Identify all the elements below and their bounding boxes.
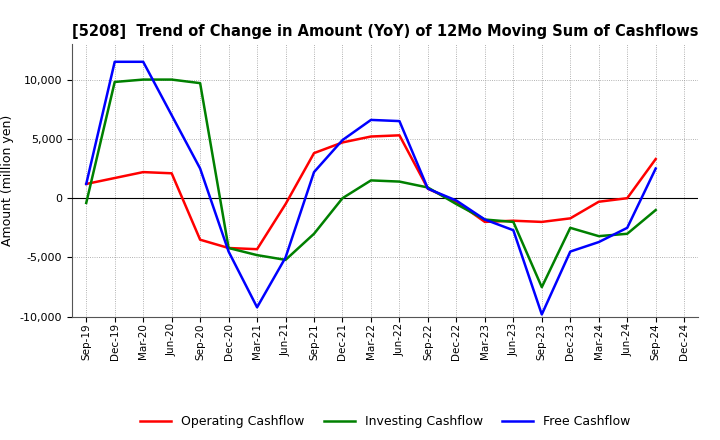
Operating Cashflow: [566, 216, 575, 221]
Investing Cashflow: [566, 225, 575, 231]
Operating Cashflow: [110, 176, 119, 181]
Free Cashflow: [652, 166, 660, 171]
Investing Cashflow: [509, 219, 518, 224]
Free Cashflow: [82, 181, 91, 187]
Investing Cashflow: [253, 253, 261, 258]
Free Cashflow: [310, 169, 318, 175]
Investing Cashflow: [652, 207, 660, 213]
Free Cashflow: [480, 217, 489, 222]
Free Cashflow: [139, 59, 148, 64]
Free Cashflow: [623, 225, 631, 231]
Y-axis label: Amount (million yen): Amount (million yen): [1, 115, 14, 246]
Operating Cashflow: [366, 134, 375, 139]
Free Cashflow: [225, 249, 233, 254]
Investing Cashflow: [452, 202, 461, 207]
Free Cashflow: [366, 117, 375, 123]
Investing Cashflow: [167, 77, 176, 82]
Operating Cashflow: [282, 202, 290, 207]
Investing Cashflow: [537, 285, 546, 290]
Line: Investing Cashflow: Investing Cashflow: [86, 80, 656, 287]
Operating Cashflow: [338, 140, 347, 145]
Investing Cashflow: [225, 246, 233, 251]
Investing Cashflow: [82, 200, 91, 205]
Free Cashflow: [338, 137, 347, 143]
Free Cashflow: [196, 166, 204, 171]
Line: Free Cashflow: Free Cashflow: [86, 62, 656, 315]
Operating Cashflow: [139, 169, 148, 175]
Investing Cashflow: [110, 79, 119, 84]
Operating Cashflow: [395, 133, 404, 138]
Operating Cashflow: [253, 246, 261, 252]
Investing Cashflow: [139, 77, 148, 82]
Investing Cashflow: [196, 81, 204, 86]
Operating Cashflow: [537, 219, 546, 224]
Legend: Operating Cashflow, Investing Cashflow, Free Cashflow: Operating Cashflow, Investing Cashflow, …: [135, 411, 635, 433]
Operating Cashflow: [509, 218, 518, 224]
Free Cashflow: [566, 249, 575, 254]
Free Cashflow: [595, 239, 603, 245]
Operating Cashflow: [480, 219, 489, 224]
Free Cashflow: [253, 304, 261, 310]
Free Cashflow: [395, 118, 404, 124]
Title: [5208]  Trend of Change in Amount (YoY) of 12Mo Moving Sum of Cashflows: [5208] Trend of Change in Amount (YoY) o…: [72, 24, 698, 39]
Investing Cashflow: [480, 217, 489, 222]
Investing Cashflow: [623, 231, 631, 236]
Operating Cashflow: [82, 181, 91, 187]
Free Cashflow: [167, 113, 176, 118]
Line: Operating Cashflow: Operating Cashflow: [86, 136, 656, 249]
Free Cashflow: [282, 255, 290, 260]
Investing Cashflow: [423, 185, 432, 190]
Operating Cashflow: [310, 150, 318, 156]
Free Cashflow: [110, 59, 119, 64]
Investing Cashflow: [338, 195, 347, 201]
Investing Cashflow: [366, 178, 375, 183]
Free Cashflow: [452, 198, 461, 203]
Operating Cashflow: [225, 246, 233, 251]
Investing Cashflow: [310, 231, 318, 236]
Investing Cashflow: [395, 179, 404, 184]
Free Cashflow: [509, 227, 518, 233]
Operating Cashflow: [652, 156, 660, 161]
Free Cashflow: [537, 312, 546, 317]
Operating Cashflow: [623, 195, 631, 201]
Free Cashflow: [423, 186, 432, 191]
Operating Cashflow: [595, 199, 603, 205]
Investing Cashflow: [282, 257, 290, 263]
Operating Cashflow: [423, 186, 432, 191]
Investing Cashflow: [595, 234, 603, 239]
Operating Cashflow: [452, 199, 461, 205]
Operating Cashflow: [196, 237, 204, 242]
Operating Cashflow: [167, 171, 176, 176]
